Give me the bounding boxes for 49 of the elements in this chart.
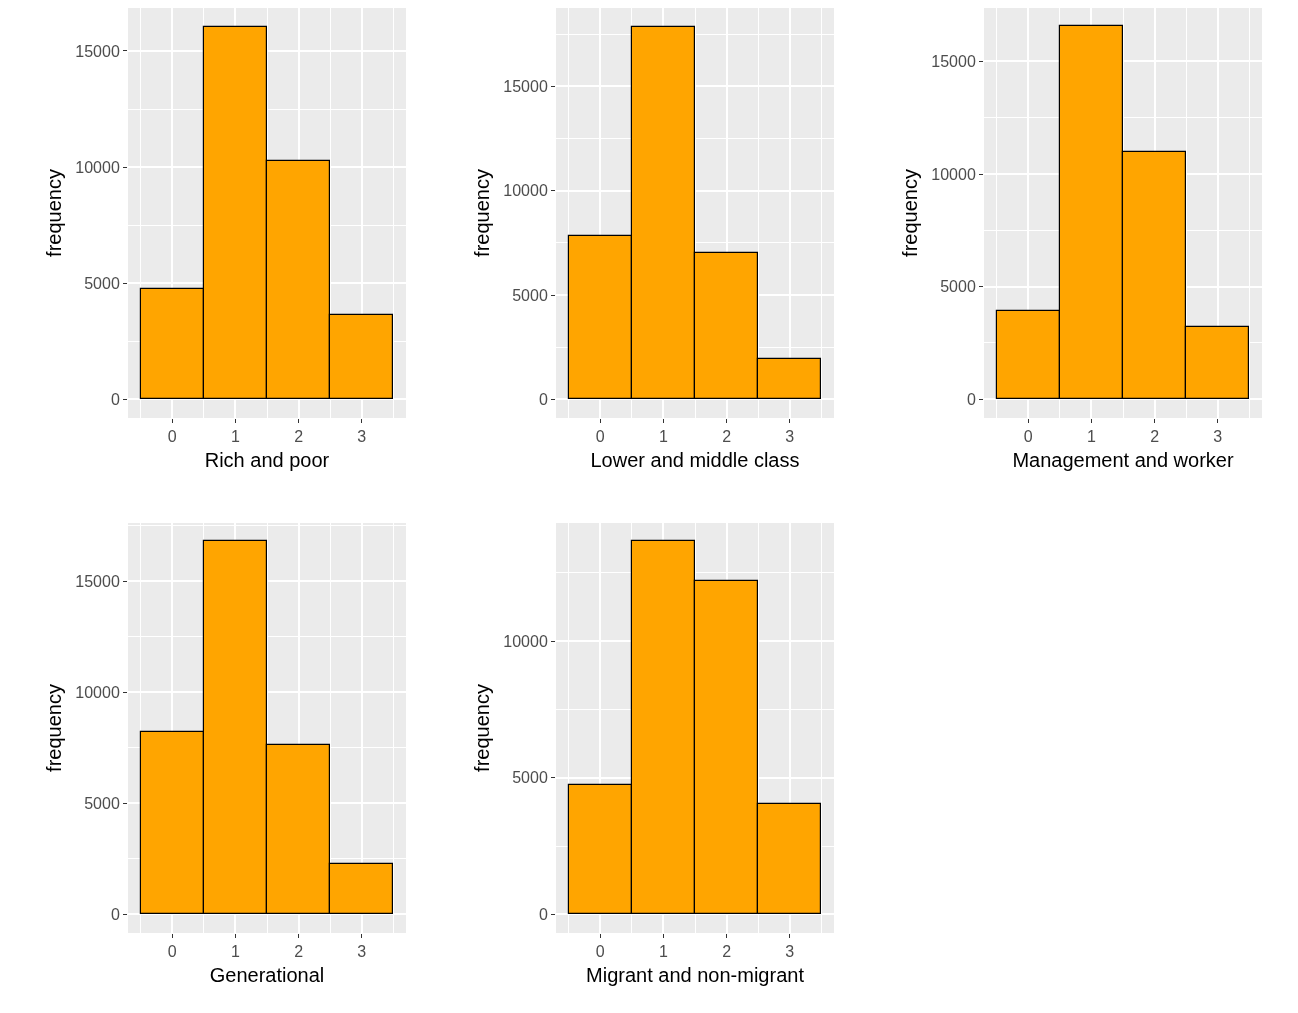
y-tick-label: 15000 [75, 572, 120, 590]
y-tick-label: 10000 [503, 182, 548, 200]
y-axis-title: frequency [470, 684, 493, 772]
x-axis-title: Rich and poor [204, 448, 330, 471]
y-tick-label: 0 [538, 906, 548, 924]
y-tick-label: 10000 [75, 683, 120, 701]
y-tick-label: 15000 [75, 42, 120, 60]
x-tick-label: 3 [357, 943, 367, 961]
y-tick-label: 10000 [503, 632, 548, 650]
x-tick-label: 1 [230, 943, 240, 961]
y-tick-label: 5000 [84, 274, 120, 292]
x-tick-label: 2 [294, 943, 304, 961]
y-tick-label: 10000 [75, 158, 120, 176]
y-tick-label: 5000 [940, 278, 976, 296]
y-axis-title: frequency [470, 169, 493, 257]
x-tick-label: 0 [167, 428, 177, 446]
y-axis-title: frequency [898, 169, 921, 257]
y-tick-label: 10000 [931, 165, 976, 183]
x-axis-title: Lower and middle class [590, 448, 800, 471]
x-tick-label: 0 [167, 943, 177, 961]
x-tick-label: 1 [1086, 428, 1096, 446]
x-tick-label: 3 [785, 428, 795, 446]
x-tick-label: 2 [722, 428, 732, 446]
y-tick-label: 0 [538, 391, 548, 409]
x-tick-label: 2 [1150, 428, 1160, 446]
x-tick-label: 3 [357, 428, 367, 446]
y-tick-label: 5000 [512, 769, 548, 787]
x-tick-label: 0 [595, 428, 605, 446]
y-axis-title: frequency [42, 684, 65, 772]
y-tick-label: 15000 [503, 77, 548, 95]
x-axis-title: Generational [209, 963, 325, 986]
x-tick-label: 0 [1023, 428, 1033, 446]
x-tick-label: 1 [230, 428, 240, 446]
y-tick-label: 0 [110, 391, 120, 409]
x-tick-label: 3 [1213, 428, 1223, 446]
x-axis-title: Management and worker [1012, 448, 1234, 471]
x-tick-label: 2 [294, 428, 304, 446]
x-tick-label: 3 [785, 943, 795, 961]
x-tick-label: 1 [658, 428, 668, 446]
y-axis-title: frequency [42, 169, 65, 257]
y-tick-label: 0 [966, 390, 976, 408]
y-tick-label: 5000 [84, 794, 120, 812]
y-tick-label: 5000 [512, 286, 548, 304]
x-tick-label: 1 [658, 943, 668, 961]
x-tick-label: 2 [722, 943, 732, 961]
y-tick-label: 15000 [931, 52, 976, 70]
x-tick-label: 0 [595, 943, 605, 961]
x-axis-title: Migrant and non-migrant [586, 963, 805, 986]
y-tick-label: 0 [110, 905, 120, 923]
